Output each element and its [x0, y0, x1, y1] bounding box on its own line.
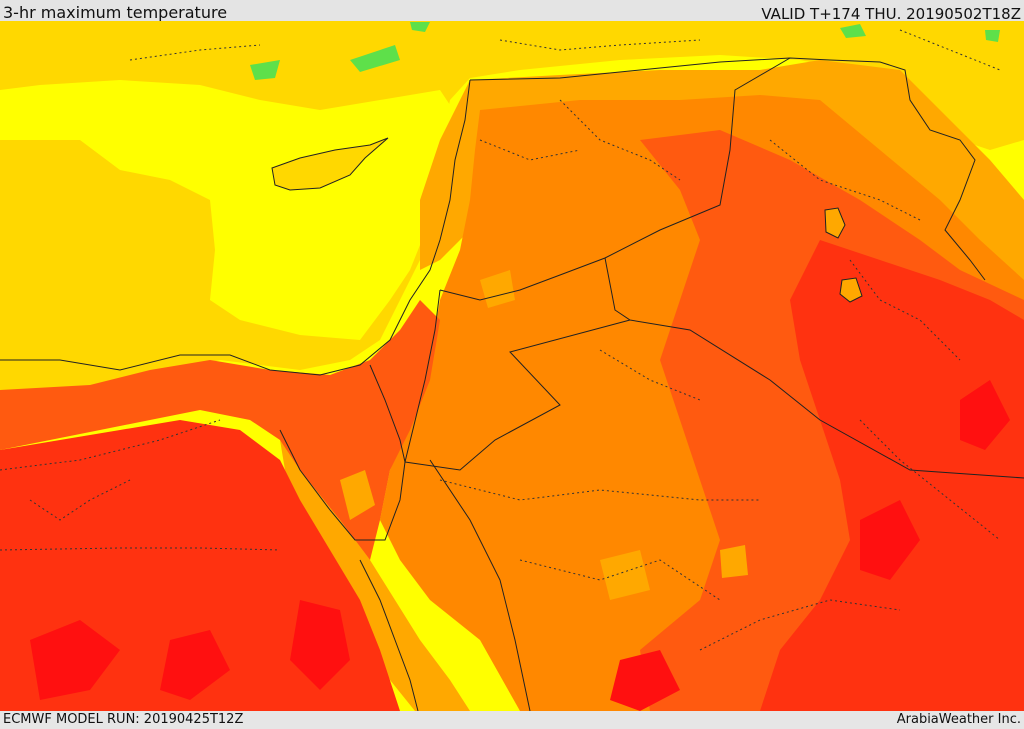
country-borders	[0, 57, 1024, 711]
map-title: 3-hr maximum temperature	[3, 3, 228, 22]
temp-zone-red-orange	[0, 300, 440, 560]
internal-borders	[0, 29, 1001, 651]
temp-zone-light-yellow	[0, 80, 460, 340]
temp-zone-red-east	[760, 240, 1024, 711]
footer-bar: ECMWF MODEL RUN: 20190425T12Z ArabiaWeat…	[0, 711, 1024, 729]
model-run-label: ECMWF MODEL RUN: 20190425T12Z	[3, 712, 244, 727]
valid-time-label: VALID T+174 THU. 20190502T18Z	[761, 5, 1021, 23]
temp-zone-red-sea	[280, 440, 470, 711]
temperature-map[interactable]	[0, 21, 1024, 711]
lake-outline	[824, 207, 863, 303]
header-bar: 3-hr maximum temperature VALID T+174 THU…	[0, 0, 1024, 23]
credit-label: ArabiaWeather Inc.	[896, 712, 1021, 727]
cyprus-outline	[271, 137, 389, 191]
